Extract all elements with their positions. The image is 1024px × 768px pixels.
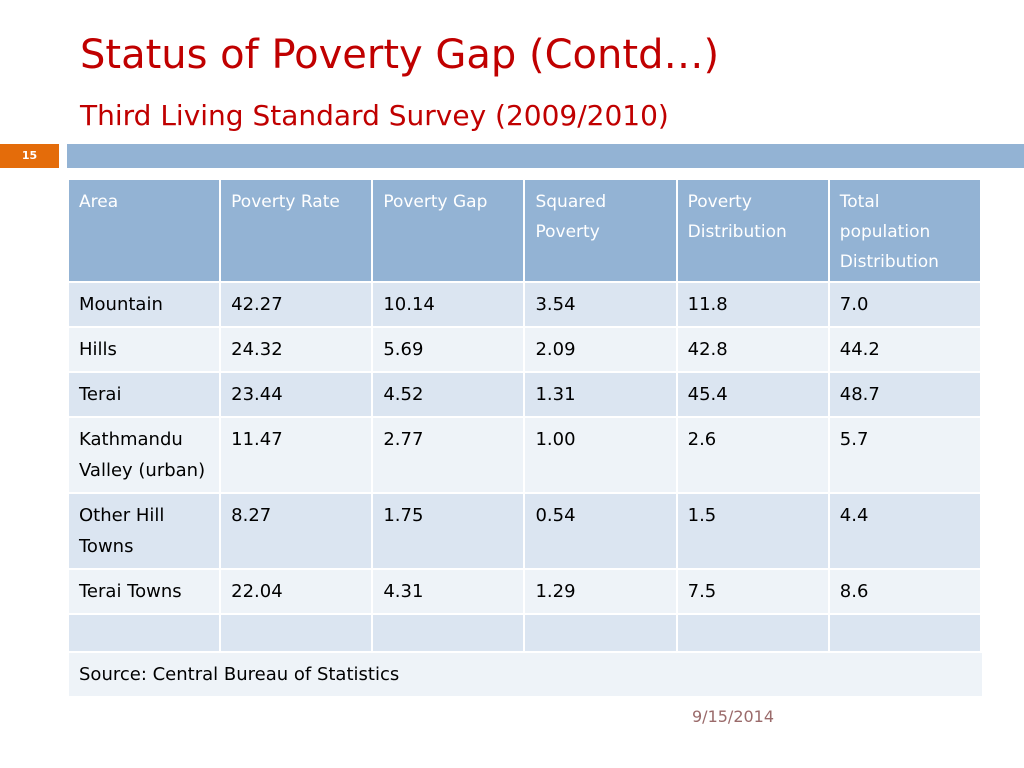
empty-cell — [829, 613, 982, 651]
table-cell: 3.54 — [525, 281, 678, 326]
table-cell: Mountain — [69, 281, 222, 326]
table-cell: 42.8 — [677, 326, 830, 371]
table-cell: 10.14 — [373, 281, 526, 326]
empty-cell — [677, 613, 830, 651]
table-cell: Other Hill Towns — [69, 492, 222, 568]
accent-bar — [67, 144, 1024, 168]
table-cell: Terai — [69, 371, 222, 416]
table-cell: 2.77 — [373, 416, 526, 492]
table-cell: 8.27 — [221, 492, 374, 568]
table-row: Hills 24.32 5.69 2.09 42.8 44.2 — [69, 326, 982, 371]
table-cell: 4.52 — [373, 371, 526, 416]
empty-cell — [69, 613, 222, 651]
table-row: Terai 23.44 4.52 1.31 45.4 48.7 — [69, 371, 982, 416]
table-cell: Kathmandu Valley (urban) — [69, 416, 222, 492]
source-note: Source: Central Bureau of Statistics — [69, 651, 982, 696]
source-row: Source: Central Bureau of Statistics — [69, 651, 982, 696]
table-cell: 48.7 — [829, 371, 982, 416]
slide-subtitle: Third Living Standard Survey (2009/2010) — [80, 99, 669, 132]
header-poverty-rate: Poverty Rate — [221, 180, 374, 281]
table-cell: 45.4 — [677, 371, 830, 416]
header-poverty-gap: Poverty Gap — [373, 180, 526, 281]
table-cell: 2.09 — [525, 326, 678, 371]
table-cell: 8.6 — [829, 568, 982, 613]
table-cell: Hills — [69, 326, 222, 371]
table-cell: 24.32 — [221, 326, 374, 371]
table-cell: 22.04 — [221, 568, 374, 613]
table-cell: 23.44 — [221, 371, 374, 416]
table-cell: 1.5 — [677, 492, 830, 568]
table-header-row: Area Poverty Rate Poverty Gap Squared Po… — [69, 180, 982, 281]
table-cell: 5.7 — [829, 416, 982, 492]
table-row: Kathmandu Valley (urban) 11.47 2.77 1.00… — [69, 416, 982, 492]
table-cell: 1.75 — [373, 492, 526, 568]
empty-row — [69, 613, 982, 651]
header-squared-poverty: Squared Poverty — [525, 180, 678, 281]
table-row: Mountain 42.27 10.14 3.54 11.8 7.0 — [69, 281, 982, 326]
empty-cell — [221, 613, 374, 651]
table-cell: 42.27 — [221, 281, 374, 326]
table-row: Other Hill Towns 8.27 1.75 0.54 1.5 4.4 — [69, 492, 982, 568]
slide-date: 9/15/2014 — [692, 707, 775, 726]
table-cell: 2.6 — [677, 416, 830, 492]
table-cell: 1.00 — [525, 416, 678, 492]
slide-title: Status of Poverty Gap (Contd…) — [80, 32, 720, 78]
header-total-population-distribution: Total population Distribution — [829, 180, 982, 281]
table-cell: 11.8 — [677, 281, 830, 326]
header-poverty-distribution: Poverty Distribution — [677, 180, 830, 281]
header-area: Area — [69, 180, 222, 281]
table-cell: Terai Towns — [69, 568, 222, 613]
table-cell: 7.0 — [829, 281, 982, 326]
table-cell: 4.31 — [373, 568, 526, 613]
empty-cell — [525, 613, 678, 651]
table-cell: 44.2 — [829, 326, 982, 371]
empty-cell — [373, 613, 526, 651]
poverty-table: Area Poverty Rate Poverty Gap Squared Po… — [69, 180, 982, 696]
slide-number: 15 — [0, 144, 59, 168]
table-cell: 4.4 — [829, 492, 982, 568]
table-cell: 1.29 — [525, 568, 678, 613]
table-cell: 0.54 — [525, 492, 678, 568]
table-cell: 11.47 — [221, 416, 374, 492]
table-cell: 1.31 — [525, 371, 678, 416]
table-cell: 7.5 — [677, 568, 830, 613]
table-row: Terai Towns 22.04 4.31 1.29 7.5 8.6 — [69, 568, 982, 613]
table-cell: 5.69 — [373, 326, 526, 371]
